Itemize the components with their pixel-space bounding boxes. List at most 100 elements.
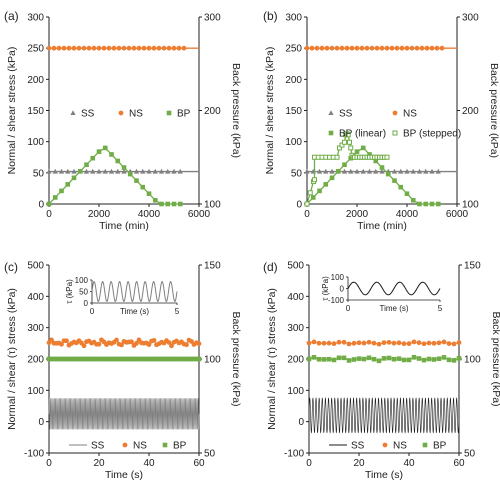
data-point — [177, 168, 183, 174]
data-point — [171, 45, 177, 51]
legend: SS NS BP — [69, 441, 187, 452]
data-point — [326, 356, 332, 362]
panel-label: (b) — [263, 9, 278, 23]
y2-tick-label: 150 — [204, 261, 221, 272]
data-point — [316, 356, 322, 362]
series-bp-stepped — [304, 131, 390, 207]
y-tick-label: 200 — [27, 75, 44, 86]
data-point — [417, 201, 422, 207]
data-point — [136, 356, 142, 362]
y2-tick-label: 150 — [464, 261, 481, 272]
data-point — [133, 168, 140, 174]
data-point — [342, 162, 347, 168]
data-point — [116, 45, 122, 51]
data-point — [171, 201, 177, 207]
data-point — [46, 168, 52, 174]
data-point — [79, 356, 84, 362]
y-tick-label: -100 — [24, 449, 44, 460]
data-point — [429, 201, 435, 207]
data-point — [181, 356, 187, 362]
data-point — [348, 168, 354, 174]
inset-x-axis-title: Time (s) — [120, 307, 149, 316]
data-point — [64, 338, 69, 344]
data-point — [373, 168, 379, 174]
data-point — [59, 341, 64, 347]
x-axis-title: Time (min) — [99, 220, 149, 232]
data-point — [51, 356, 57, 362]
data-point — [126, 45, 132, 51]
y-tick-label: 50 — [291, 168, 303, 179]
data-point — [451, 358, 457, 363]
data-point — [61, 356, 67, 362]
y-tick-label: 150 — [285, 106, 302, 117]
data-point — [391, 340, 397, 346]
y-tick-label: 400 — [27, 292, 44, 303]
data-point — [161, 356, 167, 362]
data-point — [140, 168, 146, 174]
data-point — [419, 45, 425, 51]
data-point — [109, 356, 114, 362]
x-tick-label: 20 — [353, 458, 365, 469]
y-tick-label: 0 — [38, 417, 44, 428]
data-point — [166, 356, 172, 362]
data-point — [90, 155, 96, 161]
x-tick-label: 6000 — [446, 209, 469, 220]
data-point — [335, 168, 341, 174]
inset-x-tick-label: 5 — [438, 304, 443, 313]
data-point — [169, 343, 174, 349]
data-point — [86, 356, 92, 362]
data-point — [109, 152, 114, 157]
data-point — [114, 356, 119, 362]
data-point — [341, 355, 347, 361]
data-point — [83, 168, 90, 174]
data-point — [386, 339, 392, 345]
data-point — [441, 339, 447, 345]
data-point — [398, 168, 404, 174]
data-point — [186, 356, 192, 362]
data-point — [151, 356, 157, 362]
shear-stress-line — [48, 398, 200, 430]
data-point — [411, 339, 417, 345]
inset-x-axis-title: Time (s) — [379, 304, 408, 313]
y-tick-label: 100 — [27, 137, 44, 148]
data-point — [131, 356, 137, 362]
panel-label: (c) — [4, 260, 18, 274]
data-point — [329, 45, 335, 51]
y-tick-label: 50 — [33, 168, 45, 179]
data-point — [96, 341, 102, 347]
data-point — [76, 45, 82, 51]
data-point — [81, 45, 87, 51]
x-tick-label: 0 — [46, 209, 52, 220]
data-point — [96, 356, 102, 362]
data-point — [46, 201, 52, 207]
data-point — [347, 139, 352, 145]
data-point — [351, 340, 357, 346]
data-point — [414, 45, 420, 51]
data-point — [323, 182, 329, 187]
data-point — [58, 168, 65, 174]
data-point — [196, 356, 202, 362]
data-point — [111, 45, 117, 51]
data-point — [54, 356, 59, 362]
data-point — [121, 45, 127, 51]
y-tick-label: 0 — [38, 200, 44, 211]
data-point — [329, 175, 335, 181]
data-point — [311, 355, 317, 360]
y2-tick-label: 50 — [464, 449, 476, 460]
data-point — [59, 188, 64, 194]
data-point — [401, 341, 407, 347]
data-point — [331, 357, 337, 363]
y-tick-label: 0 — [296, 200, 302, 211]
data-point — [51, 45, 57, 51]
data-point — [334, 45, 340, 51]
data-point — [435, 201, 441, 207]
data-point — [416, 356, 422, 361]
data-point — [307, 190, 313, 196]
data-point — [426, 356, 432, 362]
data-point — [89, 356, 94, 362]
data-point — [146, 342, 152, 347]
inset-chart: 0 50 100 0 5 Time (s) τ (kPa) — [65, 276, 180, 316]
y2-axis-title: Back pressure (kPa) — [230, 311, 242, 406]
inset-x-tick-label: 5 — [175, 307, 180, 316]
data-point — [171, 356, 177, 362]
